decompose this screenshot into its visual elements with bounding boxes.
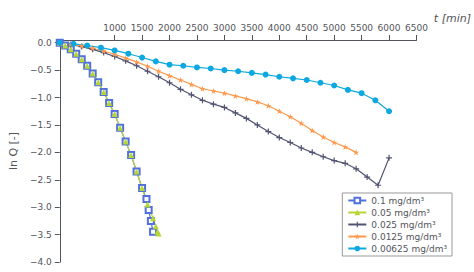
svg-text:4500: 4500	[295, 23, 318, 33]
svg-text:4000: 4000	[268, 23, 291, 33]
svg-text:−3.5: −3.5	[30, 230, 52, 240]
svg-text:2000: 2000	[158, 23, 181, 33]
svg-text:0.025 mg/dm³: 0.025 mg/dm³	[371, 220, 436, 230]
svg-text:−2.0: −2.0	[30, 147, 52, 157]
svg-text:3000: 3000	[213, 23, 236, 33]
svg-text:0.1 mg/dm³: 0.1 mg/dm³	[371, 196, 424, 206]
svg-text:6000: 6000	[378, 23, 401, 33]
svg-text:−1.0: −1.0	[30, 93, 52, 103]
svg-text:0.0: 0.0	[37, 38, 52, 48]
svg-text:3500: 3500	[240, 23, 263, 33]
svg-text:6500: 6500	[405, 23, 428, 33]
svg-text:2500: 2500	[186, 23, 209, 33]
svg-text:t [min]: t [min]	[434, 12, 471, 25]
svg-text:5500: 5500	[350, 23, 373, 33]
svg-text:5000: 5000	[323, 23, 346, 33]
svg-text:ln Q [-]: ln Q [-]	[7, 132, 20, 170]
svg-text:1500: 1500	[131, 23, 154, 33]
svg-text:−4.0: −4.0	[30, 257, 52, 267]
svg-text:−0.5: −0.5	[30, 65, 52, 75]
svg-text:−3.0: −3.0	[30, 202, 52, 212]
svg-text:−2.5: −2.5	[30, 175, 52, 185]
svg-text:0.0125 mg/dm³: 0.0125 mg/dm³	[371, 232, 441, 242]
svg-text:1000: 1000	[103, 23, 126, 33]
svg-text:0.00625 mg/dm³: 0.00625 mg/dm³	[371, 244, 447, 254]
svg-text:−1.5: −1.5	[30, 120, 52, 130]
svg-text:0.05 mg/dm³: 0.05 mg/dm³	[371, 208, 430, 218]
